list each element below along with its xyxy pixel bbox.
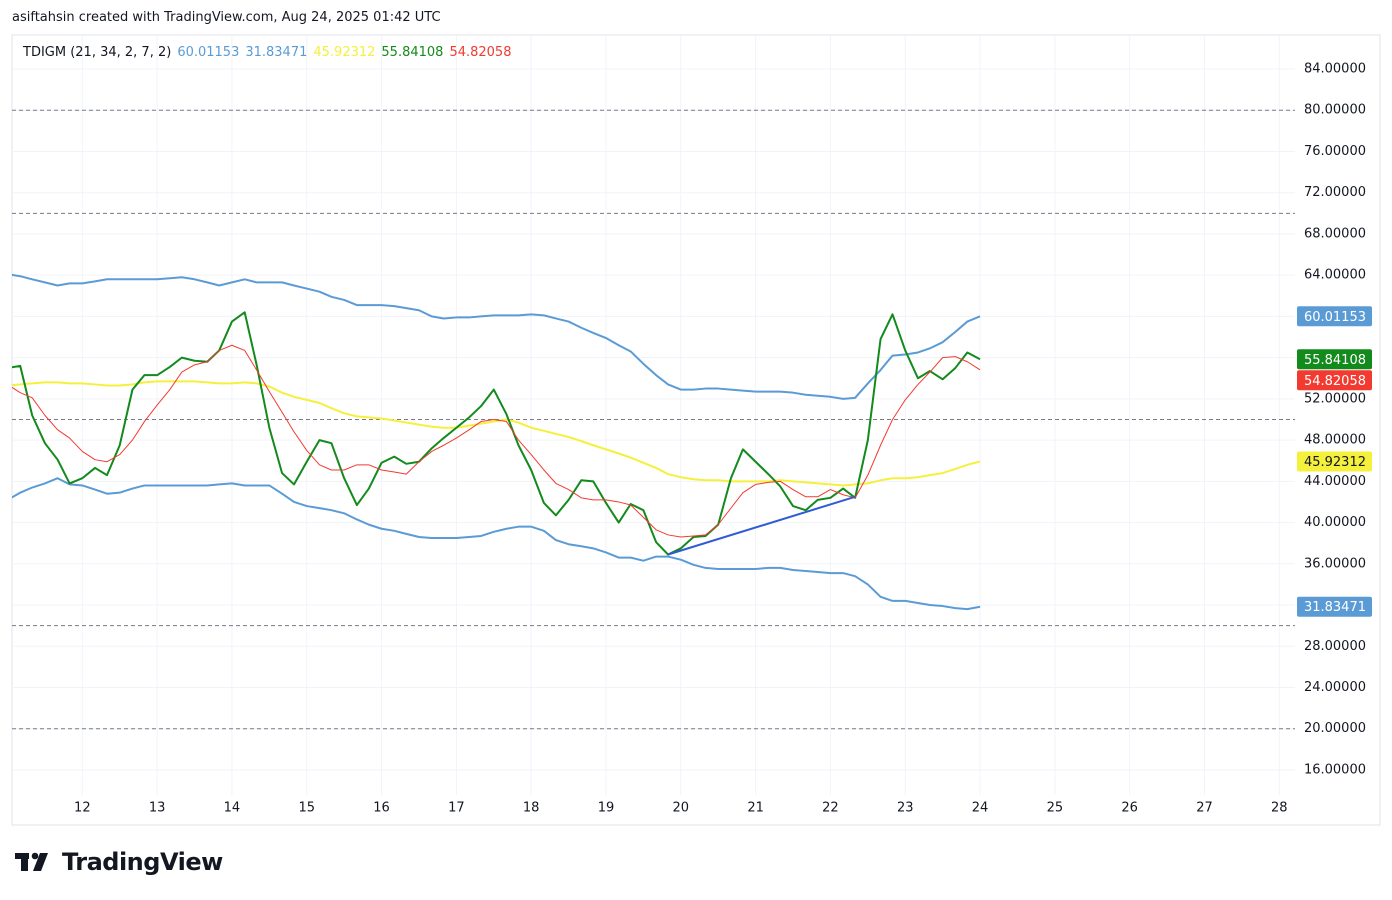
series-line xyxy=(12,273,981,400)
x-tick-label: 27 xyxy=(1196,801,1213,816)
x-tick-label: 23 xyxy=(897,801,914,816)
brand: TradingView xyxy=(62,848,223,876)
axes: 16.0000020.0000024.0000028.0000032.00000… xyxy=(74,62,1372,816)
plot-area xyxy=(12,273,981,611)
y-tick-label: 24.00000 xyxy=(1304,680,1366,695)
y-tick-label: 16.00000 xyxy=(1304,762,1366,777)
chart-frame xyxy=(11,34,1381,826)
series-line xyxy=(12,380,981,487)
legend-value: 54.82058 xyxy=(449,45,512,60)
x-tick-label: 21 xyxy=(747,801,764,816)
price-tag xyxy=(1297,451,1372,472)
x-tick-label: 26 xyxy=(1121,801,1138,816)
x-tick-label: 15 xyxy=(298,801,315,816)
legend-value: 60.01153 xyxy=(177,45,240,60)
price-tag xyxy=(1297,370,1372,391)
y-tick-label: 68.00000 xyxy=(1304,226,1366,241)
x-tick-label: 19 xyxy=(598,801,615,816)
price-tag-label: 55.84108 xyxy=(1304,353,1366,368)
trend-line xyxy=(667,495,856,556)
legend-value: 31.83471 xyxy=(245,45,308,60)
price-tag-label: 60.01153 xyxy=(1304,310,1366,325)
y-tick-label: 48.00000 xyxy=(1304,433,1366,448)
price-tag xyxy=(1297,306,1372,327)
price-tag xyxy=(1297,596,1372,617)
y-tick-label: 52.00000 xyxy=(1304,391,1366,406)
y-tick-label: 72.00000 xyxy=(1304,185,1366,200)
x-tick-label: 24 xyxy=(972,801,989,816)
y-tick-label: 84.00000 xyxy=(1304,62,1366,77)
y-tick-label: 28.00000 xyxy=(1304,639,1366,654)
x-tick-label: 22 xyxy=(822,801,839,816)
grid xyxy=(12,35,1295,795)
price-tag-label: 31.83471 xyxy=(1304,600,1366,615)
price-tag-label: 45.92312 xyxy=(1304,455,1366,470)
x-tick-label: 16 xyxy=(373,801,390,816)
y-tick-label: 20.00000 xyxy=(1304,721,1366,736)
x-tick-label: 14 xyxy=(224,801,241,816)
y-tick-label: 80.00000 xyxy=(1304,103,1366,118)
header: asiftahsin created with TradingView.com,… xyxy=(12,10,441,25)
series-line xyxy=(12,311,981,556)
x-tick-label: 12 xyxy=(74,801,91,816)
brand-logo xyxy=(15,852,48,871)
price-tag-label: 54.82058 xyxy=(1304,374,1366,389)
y-tick-label: 64.00000 xyxy=(1304,268,1366,283)
y-tick-label: 40.00000 xyxy=(1304,515,1366,530)
x-tick-label: 13 xyxy=(149,801,166,816)
x-tick-label: 25 xyxy=(1047,801,1064,816)
y-tick-label: 36.00000 xyxy=(1304,556,1366,571)
y-tick-label: 76.00000 xyxy=(1304,144,1366,159)
y-tick-label: 44.00000 xyxy=(1304,474,1366,489)
legend-value: 45.92312 xyxy=(313,45,376,60)
price-tag xyxy=(1297,349,1372,370)
series-line xyxy=(12,477,981,611)
x-tick-label: 18 xyxy=(523,801,540,816)
indicator-name: TDIGM (21, 34, 2, 7, 2) xyxy=(23,45,172,60)
legend-value: 55.84108 xyxy=(381,45,444,60)
x-tick-label: 28 xyxy=(1271,801,1288,816)
x-tick-label: 20 xyxy=(673,801,690,816)
legend: TDIGM (21, 34, 2, 7, 2) 60.01153 31.83471 4… xyxy=(23,45,517,60)
series-line xyxy=(12,344,981,538)
x-tick-label: 17 xyxy=(448,801,465,816)
